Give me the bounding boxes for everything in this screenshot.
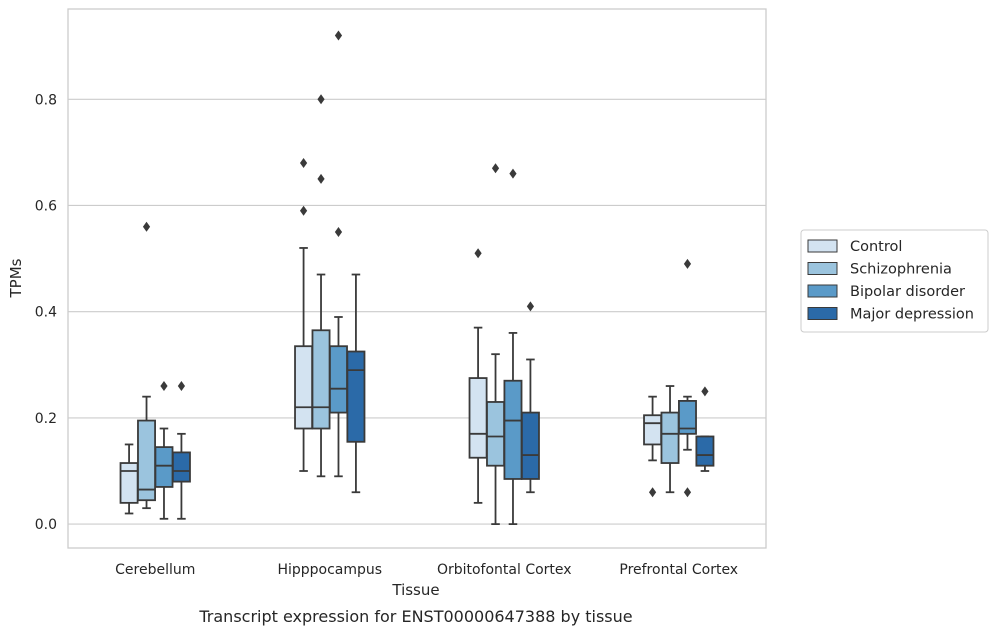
outlier-point [648, 487, 657, 498]
plot-frame [67, 8, 767, 549]
box-1-1 [311, 94, 331, 478]
box-iqr [695, 435, 715, 467]
box-iqr [346, 350, 366, 443]
box-1-3 [346, 273, 366, 494]
legend-label: Control [850, 239, 902, 255]
y-tick-label: 0.8 [35, 92, 57, 108]
legend-swatch [807, 239, 838, 253]
x-tick-labels: Cerebellum Hipppocampus Orbitofontal Corte… [115, 562, 738, 578]
outlier-point [160, 381, 168, 392]
outlier-point [142, 221, 151, 232]
outlier-point [509, 168, 517, 179]
box-iqr [137, 419, 156, 502]
box-iqr [311, 329, 331, 430]
box-iqr [503, 379, 523, 480]
box-2-3 [520, 301, 540, 494]
outlier-point [491, 163, 500, 174]
outlier-point [299, 205, 308, 216]
legend-swatch [807, 284, 838, 298]
box-2-0 [468, 248, 488, 504]
legend-swatch [807, 307, 838, 320]
outlier-point [683, 258, 692, 269]
box-iqr [119, 462, 139, 504]
x-tick-label: Cerebellum [115, 562, 195, 578]
outlier-point [317, 94, 325, 105]
outlier-point [701, 386, 709, 397]
legend-label: Bipolar disorder [850, 284, 965, 300]
box-iqr [486, 401, 505, 467]
legend-frame [800, 229, 989, 333]
box-2-2 [503, 168, 523, 526]
chart-caption: Transcript expression for ENST0000064738… [198, 607, 632, 626]
box-2-1 [486, 163, 505, 526]
outlier-point [177, 381, 186, 392]
box-3-1 [660, 385, 680, 494]
box-groups [119, 30, 715, 526]
box-3-0 [643, 395, 663, 498]
outlier-point [334, 227, 343, 238]
y-axis-label: TPMs [7, 258, 25, 298]
legend-label: Schizophrenia [850, 262, 952, 278]
x-tick-label: Orbitofontal Cortex [437, 562, 572, 578]
outlier-point [334, 30, 343, 41]
outlier-point [317, 173, 325, 184]
box-0-2 [154, 381, 174, 520]
y-tick-label: 0.2 [35, 411, 57, 427]
box-iqr [520, 411, 540, 480]
box-iqr [678, 400, 697, 435]
x-tick-label: Prefrontal Cortex [619, 562, 738, 578]
box-iqr [468, 377, 488, 459]
box-0-1 [137, 221, 156, 510]
legend: Control Schizophrenia Bipolar disorder Majo… [800, 229, 989, 333]
outlier-point [683, 487, 692, 498]
box-0-3 [171, 381, 191, 520]
box-iqr [329, 345, 348, 414]
outlier-point [526, 301, 535, 312]
legend-label: Major depression [850, 307, 974, 323]
box-0-0 [119, 443, 139, 515]
box-iqr [643, 414, 663, 446]
legend-swatch [807, 262, 838, 275]
outlier-point [474, 248, 482, 259]
box-iqr [660, 411, 680, 464]
box-iqr [154, 446, 174, 488]
box-3-2 [678, 258, 697, 498]
y-tick-labels: 0.0 0.2 0.4 0.6 0.8 [35, 92, 57, 533]
box-3-3 [695, 386, 715, 472]
x-axis-label: Tissue [391, 581, 439, 599]
box-1-2 [329, 30, 348, 478]
outlier-point [299, 158, 308, 168]
y-tick-label: 0.6 [35, 198, 57, 214]
box-iqr [171, 451, 191, 483]
box-iqr [294, 345, 314, 430]
y-tick-label: 0.0 [35, 517, 57, 533]
y-tick-label: 0.4 [35, 305, 57, 321]
x-tick-label: Hipppocampus [277, 562, 382, 578]
